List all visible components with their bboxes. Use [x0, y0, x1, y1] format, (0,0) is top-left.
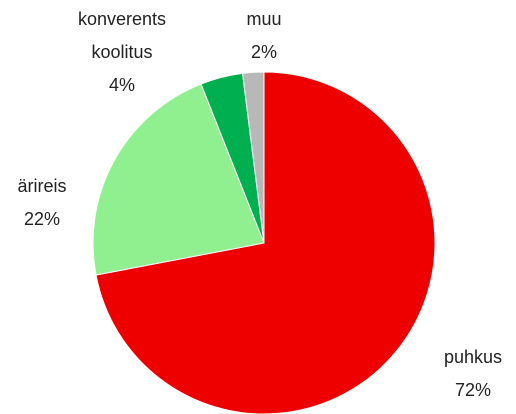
pie-slice: [242, 71, 265, 244]
slice-label: ärireis 22%: [0, 170, 87, 236]
slice-label: muu 2%: [234, 3, 294, 69]
slice-label: konverents koolitus 4%: [67, 3, 177, 102]
category-label: konverents koolitus: [77, 9, 167, 62]
slice-label: puhkus 72%: [418, 341, 516, 407]
value-label: 4%: [108, 75, 135, 95]
value-label: 2%: [250, 42, 277, 62]
value-label: 22%: [23, 209, 61, 229]
category-label: puhkus: [443, 347, 503, 367]
category-label: ärireis: [17, 176, 67, 196]
pie-slice: [95, 71, 436, 414]
value-label: 72%: [454, 380, 492, 400]
category-label: muu: [246, 9, 282, 29]
pie-slice: [92, 83, 265, 276]
